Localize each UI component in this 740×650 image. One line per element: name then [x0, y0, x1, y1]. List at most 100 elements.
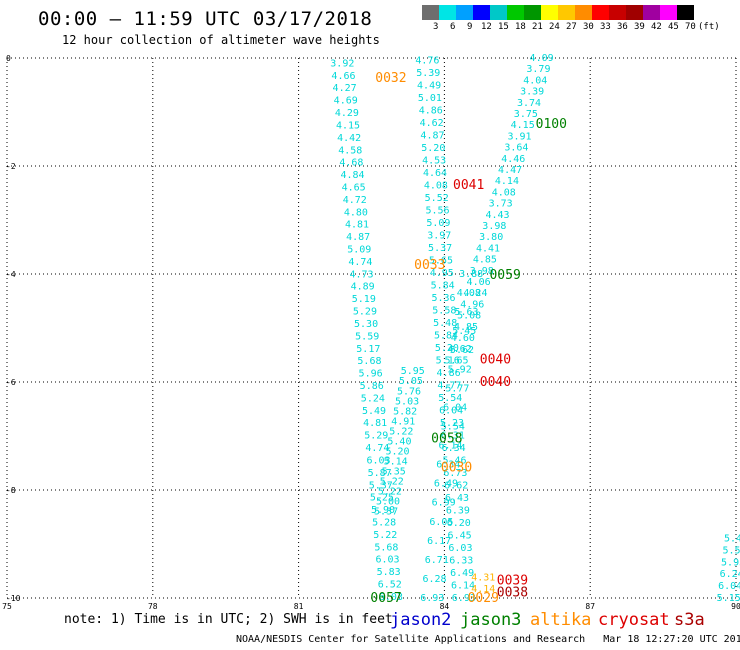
swh-value: 5.01	[418, 93, 442, 104]
swh-value: 5.65	[429, 256, 453, 267]
x-tick-label: 75	[2, 602, 12, 610]
colorbar-swatch	[541, 5, 558, 20]
colorbar-label: 12	[481, 22, 492, 32]
swh-value: 6.93	[452, 593, 476, 604]
swh-value: 4.65	[342, 182, 366, 193]
y-tick-label: -6	[6, 378, 16, 387]
swh-value: 4.08	[424, 181, 448, 192]
swh-value: 5.17	[356, 344, 380, 355]
swh-value: 5.36	[431, 293, 455, 304]
swh-value: 5.90	[371, 505, 395, 516]
y-tick-label: -4	[6, 270, 16, 279]
swh-value: 4.69	[334, 96, 358, 107]
chart-subtitle: 12 hour collection of altimeter wave hei…	[62, 33, 380, 47]
swh-value: 5.95	[401, 366, 425, 377]
swh-value: 5.62	[450, 345, 474, 356]
swh-value: 5.37	[369, 480, 393, 491]
swh-value: 6.33	[449, 556, 473, 567]
swh-value: 4.80	[344, 207, 368, 218]
swh-value: 5.29	[364, 431, 388, 442]
swh-value: 6.73	[443, 468, 467, 479]
swh-value: 3.92	[330, 58, 354, 69]
swh-value: 4.76	[415, 56, 439, 67]
swh-value: 4.72	[343, 195, 367, 206]
swh-value: 5.24	[361, 393, 385, 404]
swh-value: 6.03	[379, 592, 403, 603]
swh-value: 6.62	[444, 481, 468, 492]
swh-value: 4.81	[345, 220, 369, 231]
chart-title: 00:00 – 11:59 UTC 03/17/2018	[38, 8, 373, 30]
swh-value: 5.37	[374, 507, 398, 518]
colorbar-label: 39	[634, 22, 645, 32]
swh-value: 6.04	[718, 581, 740, 592]
swh-value: 5.59	[355, 331, 379, 342]
swh-value: 5.05	[399, 376, 423, 387]
swh-value: 5.44	[724, 534, 740, 545]
swh-value: 6.34	[442, 443, 466, 454]
swh-value: 4.47	[498, 165, 522, 176]
swh-value: 4.08	[457, 288, 481, 299]
legend-jason2: jason2	[390, 610, 452, 630]
track-pass-label: 0040	[480, 375, 511, 390]
swh-value: 5.68	[357, 356, 381, 367]
swh-value: 3.74	[517, 98, 541, 109]
legend-jason3: jason3	[460, 610, 522, 630]
swh-value: 5.40	[387, 436, 411, 447]
colorbar-swatch	[609, 5, 626, 20]
swh-value: 5.93	[721, 557, 740, 568]
colorbar-label: 36	[617, 22, 628, 32]
swh-value: 5.86	[360, 381, 384, 392]
swh-value: 5.56	[426, 206, 450, 217]
swh-value: 4.41	[476, 243, 500, 254]
swh-value: 4.87	[420, 131, 444, 142]
colorbar-label: 45	[668, 22, 679, 32]
colorbar-label: 27	[566, 22, 577, 32]
swh-value: 6.03	[376, 555, 400, 566]
swh-value: 5.54	[441, 421, 465, 432]
swh-value: 6.14	[438, 441, 462, 452]
colorbar	[422, 5, 694, 20]
swh-value: 5.58	[432, 306, 456, 317]
swh-value: 4.29	[335, 108, 359, 119]
swh-value: 6.04	[439, 406, 463, 417]
track-pass-label: 0039	[497, 574, 528, 589]
swh-value: 5.29	[353, 307, 377, 318]
swh-value: 3.98	[470, 266, 494, 277]
colorbar-label: 15	[498, 22, 509, 32]
swh-value: 6.43	[445, 493, 469, 504]
swh-value: 6.49	[450, 568, 474, 579]
swh-value: 6.03	[448, 543, 472, 554]
colorbar-swatch	[524, 5, 541, 20]
track-pass-label: 0032	[375, 71, 406, 86]
swh-value: 6.71	[425, 555, 449, 566]
swh-value: 5.28	[372, 517, 396, 528]
swh-value: 3.91	[508, 131, 532, 142]
x-tick-label: 81	[294, 602, 304, 610]
swh-value: 5.76	[397, 386, 421, 397]
colorbar-label: 9	[467, 22, 473, 32]
swh-value: 5.20	[421, 143, 445, 154]
swh-value: 6.49	[434, 479, 458, 490]
colorbar-label: 3	[433, 22, 439, 32]
swh-value: 4.86	[419, 106, 443, 117]
swh-value: 5.23	[440, 418, 464, 429]
track-pass-label: 0058	[431, 432, 462, 447]
colorbar-swatch	[456, 5, 473, 20]
swh-value: 5.82	[393, 406, 417, 417]
swh-value: 4.15	[511, 120, 535, 131]
swh-value: 5.45	[452, 326, 476, 337]
swh-value: 4.09	[530, 53, 554, 64]
swh-value: 4.95	[430, 268, 454, 279]
swh-value: 5.53	[722, 545, 740, 556]
swh-value: 4.85	[454, 322, 478, 333]
swh-value: 5.09	[426, 218, 450, 229]
swh-value: 3.80	[479, 232, 503, 243]
swh-value: 6.31	[441, 431, 465, 442]
swh-value: 6.17	[427, 536, 451, 547]
swh-value: 6.45	[448, 531, 472, 542]
legend-altika: altika	[530, 610, 592, 630]
swh-value: 5.35	[382, 466, 406, 477]
swh-value: 4.42	[337, 133, 361, 144]
swh-value: 6.14	[451, 581, 475, 592]
